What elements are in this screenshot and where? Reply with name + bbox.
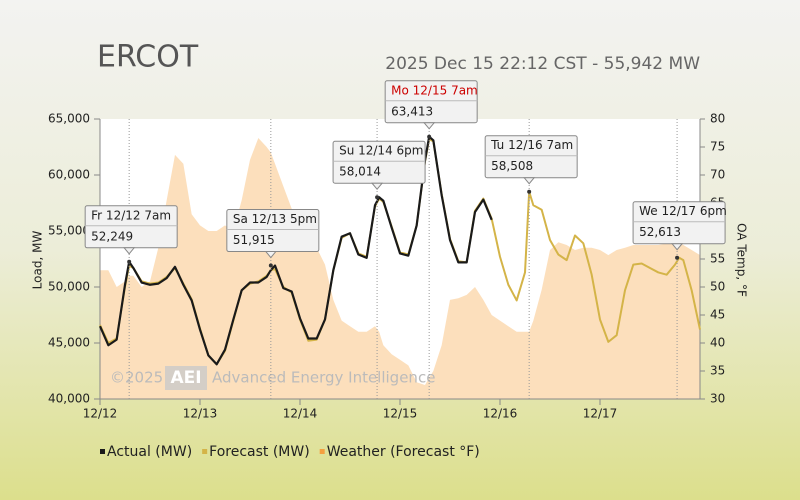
- annotation-pointer: [423, 122, 436, 130]
- annotation-value: 58,014: [339, 165, 381, 179]
- annotation-point: [268, 263, 273, 268]
- x-tick-label: 12/15: [383, 407, 418, 421]
- legend-swatch: [319, 449, 325, 454]
- x-tick-label: 12/16: [483, 407, 518, 421]
- annotation-label: Mo 12/15 7am: [391, 83, 478, 97]
- y-tick-label: 65,000: [48, 112, 90, 126]
- annotation-value: 51,915: [233, 233, 275, 247]
- y-tick-label: 50,000: [48, 280, 90, 294]
- y-tick-label: 55,000: [48, 224, 90, 238]
- annotation-label: Sa 12/13 5pm: [233, 212, 317, 226]
- x-tick-label: 12/12: [83, 407, 118, 421]
- watermark-logo-box: [165, 366, 207, 390]
- y2-tick-label: 35: [710, 364, 725, 378]
- y2-tick-label: 45: [710, 308, 725, 322]
- annotation-pointer: [523, 177, 536, 185]
- annotation-label: Tu 12/16 7am: [490, 138, 573, 152]
- y2-tick-label: 55: [710, 252, 725, 266]
- annotation-point: [527, 189, 532, 194]
- chart-subtitle: 2025 Dec 15 22:12 CST - 55,942 MW: [385, 54, 700, 74]
- x-tick-label: 12/14: [283, 407, 318, 421]
- legend-swatch: [202, 449, 208, 454]
- y2-tick-label: 80: [710, 112, 725, 126]
- legend-label: Forecast (MW): [209, 444, 310, 460]
- watermark-logo: AEI: [170, 368, 201, 388]
- watermark-text: Advanced Energy Intelligence: [212, 369, 435, 387]
- y2-tick-label: 75: [710, 140, 725, 154]
- y2-tick-label: 40: [710, 336, 725, 350]
- annotation-pointer: [371, 182, 384, 191]
- annotation-pointer: [671, 243, 684, 251]
- annotation-point: [375, 195, 380, 200]
- annotation-label: Su 12/14 6pm: [339, 144, 423, 158]
- legend-swatch: [100, 449, 105, 454]
- annotation-point: [427, 134, 432, 139]
- watermark-copyright: ©2025: [110, 369, 163, 387]
- annotation-point: [127, 259, 132, 264]
- annotation-label: We 12/17 6pm: [639, 204, 727, 218]
- y2-tick-label: 30: [710, 392, 725, 406]
- x-tick-label: 12/13: [183, 407, 218, 421]
- weather-area: [100, 138, 700, 400]
- y-axis-label: Load, MW: [31, 231, 45, 290]
- y2-tick-label: 70: [710, 168, 725, 182]
- annotation-value: 63,413: [391, 104, 433, 118]
- series-line: [98, 135, 493, 366]
- annotation-value: 52,613: [639, 225, 681, 239]
- legend-label: Weather (Forecast °F): [327, 444, 480, 460]
- y-tick-label: 60,000: [48, 168, 90, 182]
- annotation-value: 52,249: [91, 229, 133, 243]
- annotation-pointer: [123, 247, 136, 255]
- chart-title: ERCOT: [97, 40, 199, 75]
- y2-axis-label: OA Temp, °F: [735, 223, 749, 297]
- y-tick-label: 45,000: [48, 336, 90, 350]
- annotation-pointer: [264, 251, 277, 259]
- y-tick-label: 40,000: [48, 392, 90, 406]
- x-tick-label: 12/17: [583, 407, 618, 421]
- annotation-label: Fr 12/12 7am: [91, 208, 171, 222]
- legend-label: Actual (MW): [107, 444, 192, 460]
- annotation-value: 58,508: [491, 159, 533, 173]
- annotation-point: [675, 255, 680, 260]
- y2-tick-label: 50: [710, 280, 725, 294]
